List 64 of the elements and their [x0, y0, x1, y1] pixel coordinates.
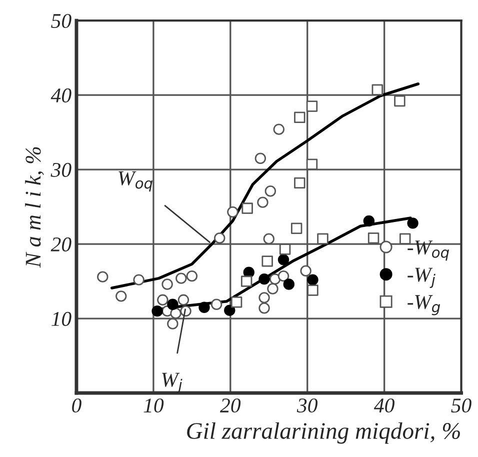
point	[97, 271, 108, 282]
point	[167, 318, 178, 330]
point	[407, 218, 418, 229]
y-tick-label: 30	[50, 162, 72, 177]
x-tick-label: 0	[72, 398, 82, 413]
x-tick-label: 40	[374, 398, 394, 413]
point	[152, 305, 163, 317]
y-tick-label: 10	[52, 312, 72, 326]
point	[186, 270, 198, 282]
point	[224, 304, 236, 316]
point	[264, 186, 276, 197]
point	[258, 292, 270, 304]
point	[116, 290, 127, 302]
point	[263, 233, 274, 244]
point	[267, 283, 278, 294]
point	[254, 152, 266, 164]
point	[258, 302, 270, 314]
point	[294, 112, 306, 124]
annotation: W$_{oq}$	[118, 171, 152, 192]
point	[300, 265, 312, 276]
point	[294, 177, 306, 189]
y-tick-label: 20	[50, 237, 72, 252]
point	[214, 232, 226, 244]
point	[257, 196, 268, 208]
y-tick-label: 50	[51, 14, 72, 28]
legend-label: -W$_{j}$	[408, 268, 436, 288]
point	[230, 296, 242, 308]
point	[273, 124, 284, 135]
point	[157, 294, 168, 306]
x-tick-label: 10	[144, 398, 164, 413]
point	[133, 274, 144, 286]
point	[198, 302, 210, 313]
point	[363, 215, 375, 227]
point	[278, 254, 290, 266]
point	[262, 256, 273, 267]
point	[258, 273, 270, 285]
point	[278, 270, 290, 282]
point	[307, 284, 318, 296]
point	[279, 244, 291, 255]
x-tick-label: 20	[220, 398, 241, 413]
point	[176, 272, 187, 284]
point	[167, 298, 178, 310]
x-axis-title: Gil zarralarining miqdori, %	[187, 422, 460, 444]
point	[178, 294, 190, 306]
point	[306, 158, 318, 170]
point	[242, 202, 253, 214]
point	[394, 95, 406, 107]
legend-label: -W$_{g}$	[408, 295, 440, 316]
point	[306, 100, 318, 112]
point	[210, 298, 222, 310]
point	[290, 222, 302, 234]
y-axis-title: N a m l i k, %	[25, 147, 44, 268]
point	[317, 233, 328, 244]
point	[368, 232, 380, 244]
point	[283, 278, 294, 290]
point	[307, 274, 318, 286]
x-tick-label: 30	[296, 398, 318, 413]
y-tick-label: 40	[50, 88, 72, 102]
point	[162, 278, 173, 290]
point	[372, 84, 383, 96]
annotation: W$_{j}$	[162, 372, 182, 393]
point	[227, 206, 238, 218]
point	[240, 276, 252, 287]
x-tick-label: 50	[451, 398, 472, 413]
